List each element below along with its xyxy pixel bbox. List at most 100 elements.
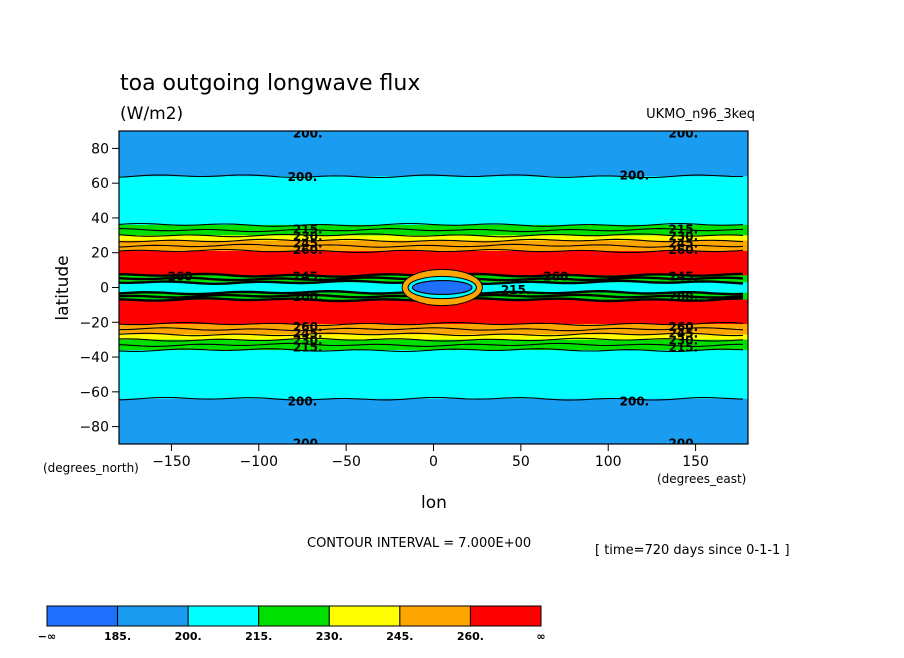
contour-label-13: 260 bbox=[543, 269, 568, 283]
contour-label-28: 200. bbox=[620, 395, 650, 409]
x-tick-label-3: 0 bbox=[429, 454, 438, 470]
band-13 bbox=[119, 350, 748, 400]
contour-label-11: 260. bbox=[669, 243, 699, 257]
y-tick-label-4: 0 bbox=[100, 281, 109, 297]
band-0 bbox=[119, 131, 748, 177]
contour-line-3 bbox=[119, 233, 744, 238]
contour-label-24: 230. bbox=[669, 334, 699, 348]
y-ticks: 80 60 40 20 0 −20 −40 −60 −80 bbox=[79, 141, 119, 436]
contour-line-4 bbox=[119, 238, 744, 243]
contour-line-2 bbox=[119, 228, 744, 233]
contour-line-13 bbox=[119, 321, 744, 327]
contour-label-26: 215. bbox=[669, 341, 699, 355]
dataset-label: UKMO_n96_3keq bbox=[646, 107, 755, 122]
colorbar-swatch-2 bbox=[187, 605, 260, 627]
colorbar-swatch-6 bbox=[469, 605, 542, 627]
chart-units: (W/m2) bbox=[120, 104, 183, 124]
colorbar-label-2: 200. bbox=[175, 630, 202, 643]
contour-label-15: 245. bbox=[669, 269, 699, 283]
band-1 bbox=[119, 176, 748, 226]
contour-line-14 bbox=[119, 327, 744, 332]
y-axis-note: (degrees_north) bbox=[43, 461, 139, 475]
band-14 bbox=[119, 398, 748, 444]
colorbar-label-7: ∞ bbox=[536, 630, 545, 643]
contour-label-17: 200. bbox=[293, 290, 323, 304]
x-tick-label-5: 100 bbox=[595, 454, 622, 470]
plot-area: 200. 200.200. 200.215. 215.230. 230.245. 245.… bbox=[119, 127, 748, 450]
colorbar-swatch-4 bbox=[328, 605, 401, 627]
colorbar-label-5: 245. bbox=[386, 630, 413, 643]
contour-label-2: 200. bbox=[288, 170, 318, 184]
colorbar-swatch-0 bbox=[46, 605, 119, 627]
contour-label-16: 215. bbox=[501, 283, 531, 297]
x-tick-label-2: −50 bbox=[331, 454, 361, 470]
band-12 bbox=[119, 339, 748, 351]
colorbar-label-4: 230. bbox=[316, 630, 343, 643]
time-text: [ time=720 days since 0-1-1 ] bbox=[595, 543, 790, 558]
colorbar-swatch-3 bbox=[258, 605, 330, 627]
contour-label-4: 215. bbox=[293, 222, 323, 236]
y-tick-label-7: −60 bbox=[79, 385, 109, 401]
contour-label-14: 245. bbox=[293, 269, 323, 283]
contour-label-7: 230. bbox=[669, 229, 699, 243]
contour-label-12: 260 bbox=[168, 269, 193, 283]
feature-core bbox=[411, 279, 473, 296]
contour-label-25: 215. bbox=[293, 341, 323, 355]
colorbar-label-6: 260. bbox=[457, 630, 484, 643]
contour-label-1: 200. bbox=[669, 127, 699, 141]
contour-label-23: 230. bbox=[293, 334, 323, 348]
contour-label-0: 200. bbox=[293, 127, 323, 141]
contour-label-20: 260. bbox=[669, 320, 699, 334]
y-tick-label-0: 80 bbox=[91, 141, 109, 157]
contour-line-17 bbox=[119, 342, 743, 347]
contour-label-9: 245. bbox=[669, 236, 699, 250]
contour-line-18 bbox=[119, 348, 744, 353]
x-tick-label-0: −150 bbox=[152, 454, 190, 470]
contour-label-27: 200. bbox=[288, 395, 318, 409]
contour-line-5 bbox=[119, 243, 744, 248]
contour-line-16 bbox=[119, 337, 744, 342]
equatorial-feature bbox=[401, 268, 483, 307]
contour-line-15 bbox=[119, 332, 744, 337]
y-tick-label-5: −20 bbox=[79, 315, 109, 331]
contour-line-0 bbox=[119, 174, 743, 179]
contour-label-21: 245. bbox=[293, 327, 323, 341]
contour-label-19: 260. bbox=[293, 320, 323, 334]
contour-label-5: 215. bbox=[669, 222, 699, 236]
contour-label-10: 260. bbox=[293, 243, 323, 257]
contour-label-29: 200. bbox=[293, 436, 323, 450]
x-ticks: −150 −100 −50 0 50 100 150 bbox=[152, 444, 709, 470]
x-tick-label-6: 150 bbox=[682, 454, 709, 470]
colorbar-swatch-5 bbox=[399, 605, 471, 627]
contour-line-1 bbox=[119, 222, 744, 227]
x-axis-label: lon bbox=[421, 493, 447, 513]
y-tick-label-3: 20 bbox=[91, 246, 109, 262]
x-tick-label-1: −100 bbox=[240, 454, 278, 470]
contour-interval-text: CONTOUR INTERVAL = 7.000E+00 bbox=[307, 536, 531, 551]
colorbar-swatch-1 bbox=[117, 605, 189, 627]
contour-label-30: 200. bbox=[669, 436, 699, 450]
contour-label-3: 200. bbox=[620, 168, 650, 182]
contour-labels: 200. 200.200. 200.215. 215.230. 230.245. 245.… bbox=[168, 127, 699, 450]
colorbar-label-3: 215. bbox=[245, 630, 272, 643]
band-3 bbox=[119, 235, 748, 242]
contour-line-19 bbox=[119, 396, 744, 401]
colorbar-label-1: 185. bbox=[104, 630, 131, 643]
colorbar-label-0: −∞ bbox=[38, 630, 56, 643]
y-axis-label: latitude bbox=[53, 255, 73, 320]
contour-line-6 bbox=[119, 248, 744, 254]
x-axis-note: (degrees_east) bbox=[657, 472, 746, 486]
x-tick-label-4: 50 bbox=[512, 454, 530, 470]
contour-label-18: 200. bbox=[669, 290, 699, 304]
y-tick-label-1: 60 bbox=[91, 176, 109, 192]
contour-label-6: 230. bbox=[293, 229, 323, 243]
y-tick-label-2: 40 bbox=[91, 211, 109, 227]
colorbar: −∞ 185. 200. 215. 230. 245. 260. ∞ bbox=[38, 605, 546, 643]
band-10 bbox=[119, 324, 748, 335]
chart-title: toa outgoing longwave flux bbox=[120, 71, 420, 96]
contour-label-22: 245. bbox=[669, 327, 699, 341]
band-11 bbox=[119, 334, 748, 341]
y-tick-label-8: −80 bbox=[79, 420, 109, 436]
